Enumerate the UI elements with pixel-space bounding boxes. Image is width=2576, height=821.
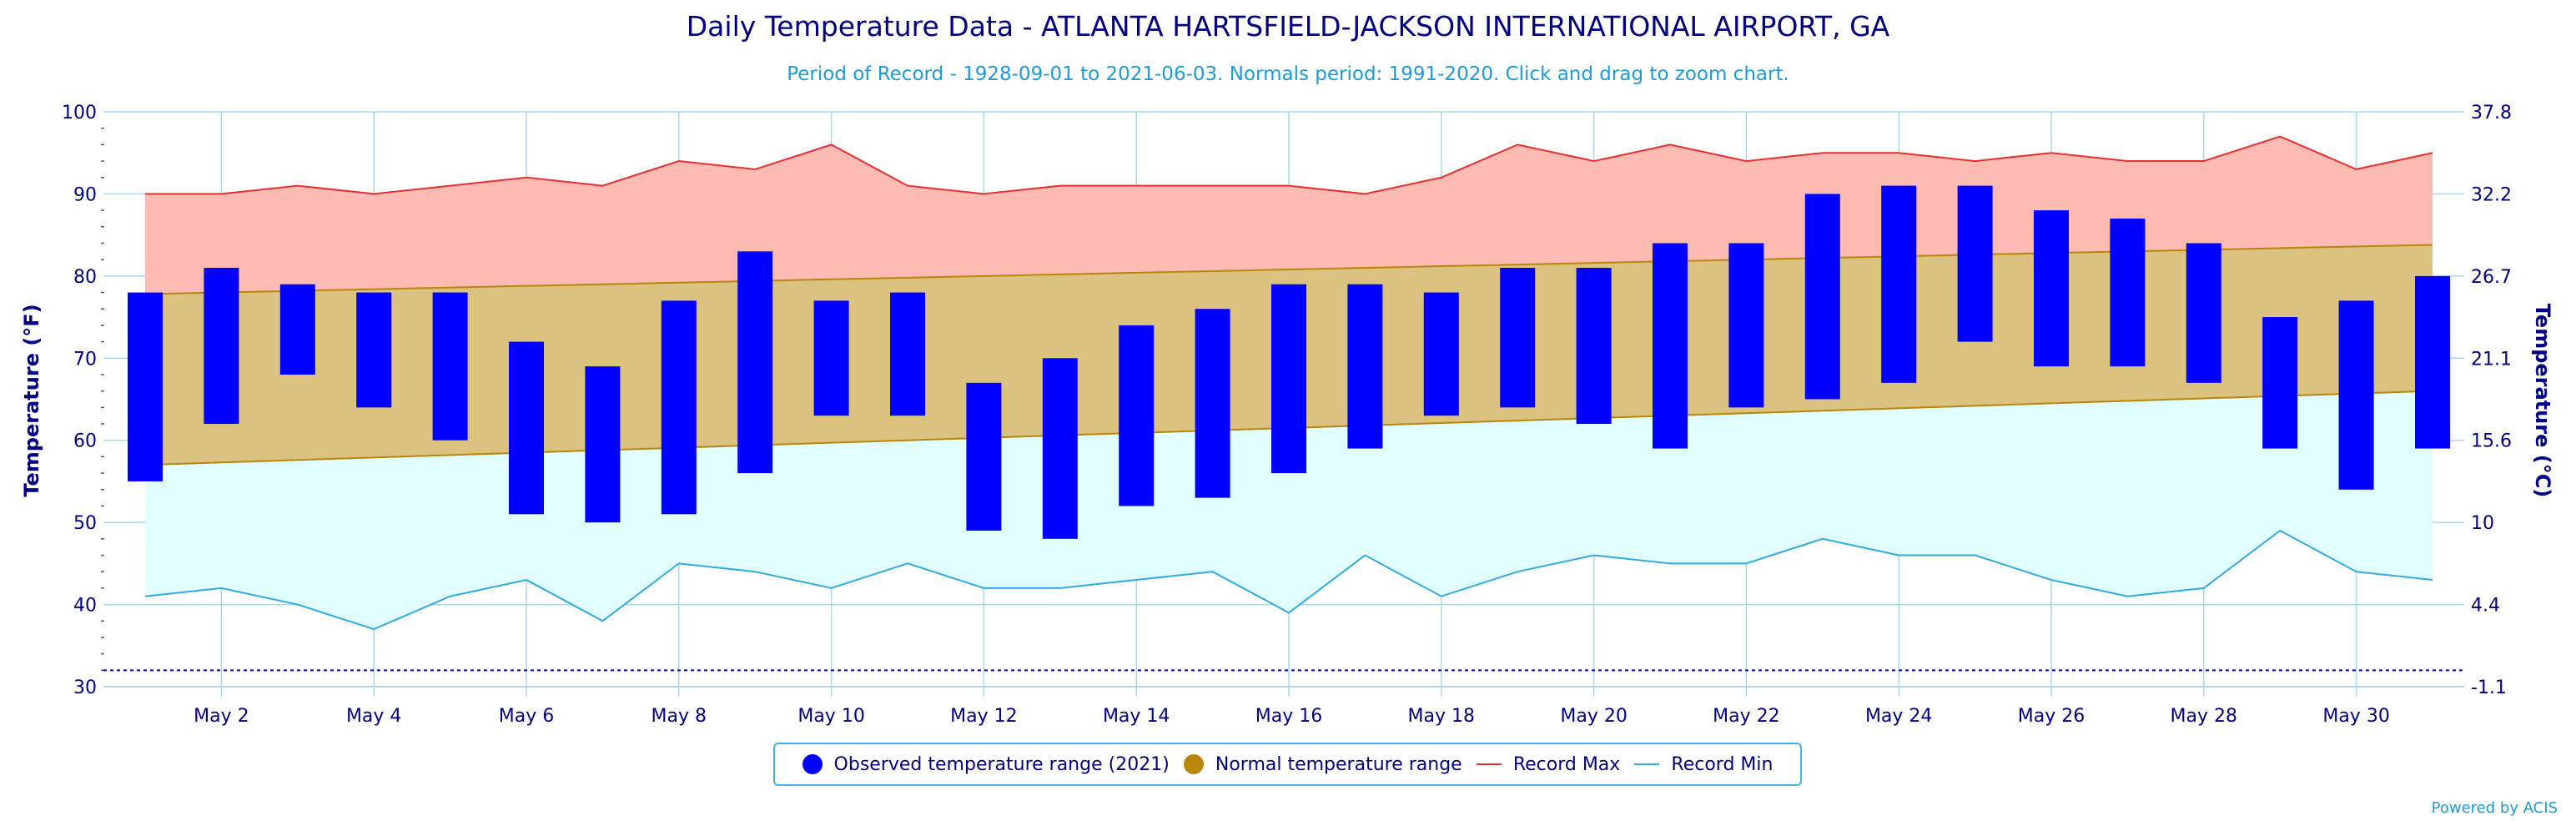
observed-bar [1347, 284, 1383, 449]
x-tick-label: May 26 [2018, 706, 2085, 727]
y-tick-label-right: 4.4 [2471, 596, 2500, 617]
y-tick-label-left: 100 [62, 103, 97, 123]
y-tick-label-left: 90 [73, 184, 97, 205]
chart-title: Daily Temperature Data - ATLANTA HARTSFI… [686, 10, 1890, 43]
x-tick-label: May 10 [797, 706, 864, 727]
observed-bar [204, 268, 239, 425]
observed-bar [1500, 268, 1536, 408]
record-max-line [145, 135, 2433, 195]
y-tick-label-left: 50 [73, 513, 97, 534]
observed-bar [1042, 358, 1078, 539]
observed-bar [1195, 309, 1230, 498]
legend: Observed temperature range (2021) Normal… [773, 743, 1802, 786]
observed-bar [737, 251, 773, 474]
y-tick-label-left: 80 [73, 267, 97, 288]
observed-bar [1119, 325, 1155, 506]
observed-bar [2110, 218, 2146, 367]
powered-by-credit[interactable]: Powered by ACIS [2431, 799, 2558, 817]
y-tick-label-right: 21.1 [2471, 349, 2512, 370]
y-axis-label-left: Temperature (°F) [20, 304, 43, 496]
y-tick-label-right: 26.7 [2471, 267, 2512, 288]
observed-bar [432, 292, 468, 441]
observed-bar [356, 292, 392, 408]
record-max-area [145, 136, 2433, 295]
observed-bar [128, 292, 163, 481]
record-min-area [145, 390, 2433, 630]
y-tick-label-left: 30 [73, 677, 97, 698]
observed-bar [585, 366, 621, 523]
x-tick-label: May 16 [1255, 706, 1322, 727]
y-tick-label-left: 40 [73, 596, 97, 617]
chart-subtitle: Period of Record - 1928-09-01 to 2021-06… [787, 63, 1789, 85]
observed-bar [2415, 275, 2450, 449]
y-tick-label-left: 60 [73, 431, 97, 452]
record-min-line [144, 529, 2433, 631]
observed-bar [279, 284, 315, 375]
x-tick-label: May 28 [2171, 706, 2237, 727]
normal-marker-icon [1183, 754, 1204, 774]
observed-bar [813, 300, 849, 416]
observed-bar [1881, 185, 1917, 383]
observed-bar [1957, 185, 1993, 342]
x-tick-label: May 22 [1713, 706, 1779, 727]
observed-bar [1271, 284, 1306, 474]
observed-bar [1653, 243, 1688, 449]
observed-bar [1728, 243, 1764, 408]
area-layer [145, 136, 2433, 630]
legend-label-record-max: Record Max [1512, 753, 1621, 775]
observed-bar [1423, 292, 1459, 416]
x-tick-label: May 18 [1408, 706, 1475, 727]
y-tick-label-right: 37.8 [2471, 103, 2512, 123]
observed-bars [128, 185, 2450, 539]
observed-bar [661, 300, 697, 515]
x-tick-label: May 20 [1560, 706, 1627, 727]
observed-bar [509, 341, 544, 515]
observed-bar [1576, 268, 1612, 425]
legend-item-record-max[interactable]: Record Max [1476, 753, 1621, 775]
y-tick-label-right: 15.6 [2471, 431, 2512, 452]
observed-bar [2186, 243, 2221, 383]
y-tick-label-right: 32.2 [2471, 184, 2512, 205]
legend-item-record-min[interactable]: Record Min [1634, 754, 1773, 775]
legend-label-record-min: Record Min [1671, 753, 1774, 775]
legend-label-observed: Observed temperature range (2021) [833, 753, 1170, 775]
x-tick-label: May 6 [499, 706, 554, 727]
x-tick-label: May 24 [1865, 706, 1932, 727]
observed-bar [2034, 210, 2069, 367]
x-tick-label: May 14 [1103, 706, 1170, 727]
x-tick-label: May 30 [2322, 706, 2389, 727]
record-min-line-icon [1634, 763, 1660, 765]
legend-item-normal[interactable]: Normal temperature range [1183, 753, 1462, 775]
observed-bar [966, 382, 1002, 531]
observed-marker-icon [802, 754, 823, 774]
y-tick-label-left: 70 [73, 349, 97, 370]
x-tick-label: May 4 [346, 706, 401, 727]
observed-bar [890, 292, 925, 416]
observed-bar [2338, 300, 2374, 490]
axes: Temperature (°F) Temperature (°C) 30 -1.1… [20, 103, 2554, 727]
x-tick-label: May 8 [652, 706, 707, 727]
observed-bar [1804, 194, 1840, 400]
record-max-line-icon [1476, 763, 1502, 765]
x-tick-label: May 12 [950, 706, 1017, 727]
y-tick-label-right: 10 [2471, 513, 2494, 534]
legend-item-observed[interactable]: Observed temperature range (2021) [802, 754, 1170, 775]
observed-bar [2262, 317, 2298, 449]
y-axis-label-right: Temperature (°C) [2531, 304, 2554, 498]
x-tick-label: May 2 [194, 706, 249, 727]
legend-label-normal: Normal temperature range [1215, 753, 1462, 775]
y-tick-label-right: -1.1 [2471, 677, 2507, 698]
